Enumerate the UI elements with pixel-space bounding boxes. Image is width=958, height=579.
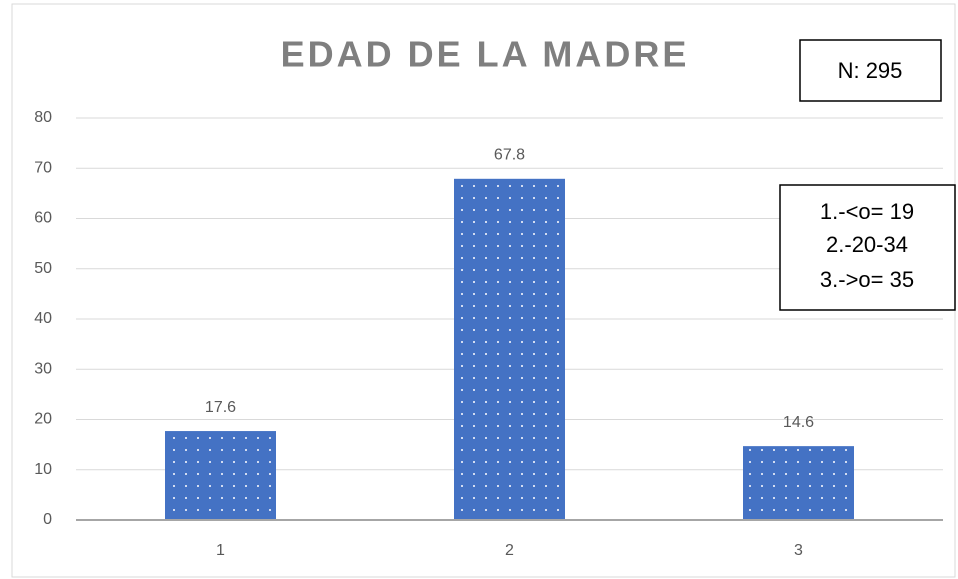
bar [743, 446, 854, 521]
x-tick-label: 3 [794, 542, 803, 559]
y-tick-label: 70 [34, 159, 52, 176]
y-tick-label: 0 [43, 511, 52, 528]
y-tick-label: 40 [34, 310, 52, 327]
data-label: 67.8 [494, 147, 525, 164]
bar [165, 431, 276, 521]
legend-line: 2.-20-34 [826, 232, 908, 257]
plot: 0 10 20 30 40 50 60 70 80 1 17.6 2 67.8 3 14.6 [34, 109, 943, 559]
legend-line: 1.-<o= 19 [820, 199, 914, 224]
n-box [799, 39, 942, 102]
y-tick-label: 10 [34, 461, 52, 478]
x-tick-label: 2 [505, 542, 514, 559]
bar [454, 178, 565, 521]
legend-box [779, 184, 956, 311]
y-tick-label: 30 [34, 360, 52, 377]
data-label: 17.6 [205, 399, 236, 416]
chart-title: EDAD DE LA MADRE [281, 34, 690, 75]
n-label: N: 295 [838, 58, 903, 83]
data-label: 14.6 [783, 414, 814, 431]
x-tick-label: 1 [216, 542, 225, 559]
y-tick-label: 60 [34, 210, 52, 227]
y-tick-label: 20 [34, 411, 52, 428]
legend-line: 3.->o= 35 [820, 267, 914, 292]
y-tick-label: 80 [34, 109, 52, 126]
y-tick-label: 50 [34, 260, 52, 277]
